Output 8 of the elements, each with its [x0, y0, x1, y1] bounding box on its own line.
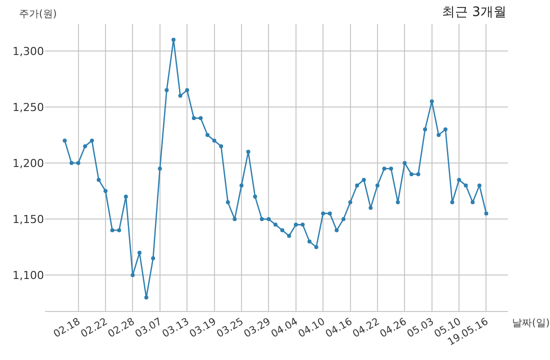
y-tick-label: 1,100 [12, 268, 44, 282]
x-axis-title: 날짜(일) [512, 318, 550, 329]
y-tick-label: 1,300 [12, 44, 44, 58]
y-axis-title: 주가(원) [19, 9, 57, 20]
y-tick-label: 1,250 [12, 100, 44, 114]
chart-title: 최근 3개월 [442, 5, 506, 20]
y-tick-label: 1,200 [12, 156, 44, 170]
y-tick-label: 1,150 [12, 212, 44, 226]
